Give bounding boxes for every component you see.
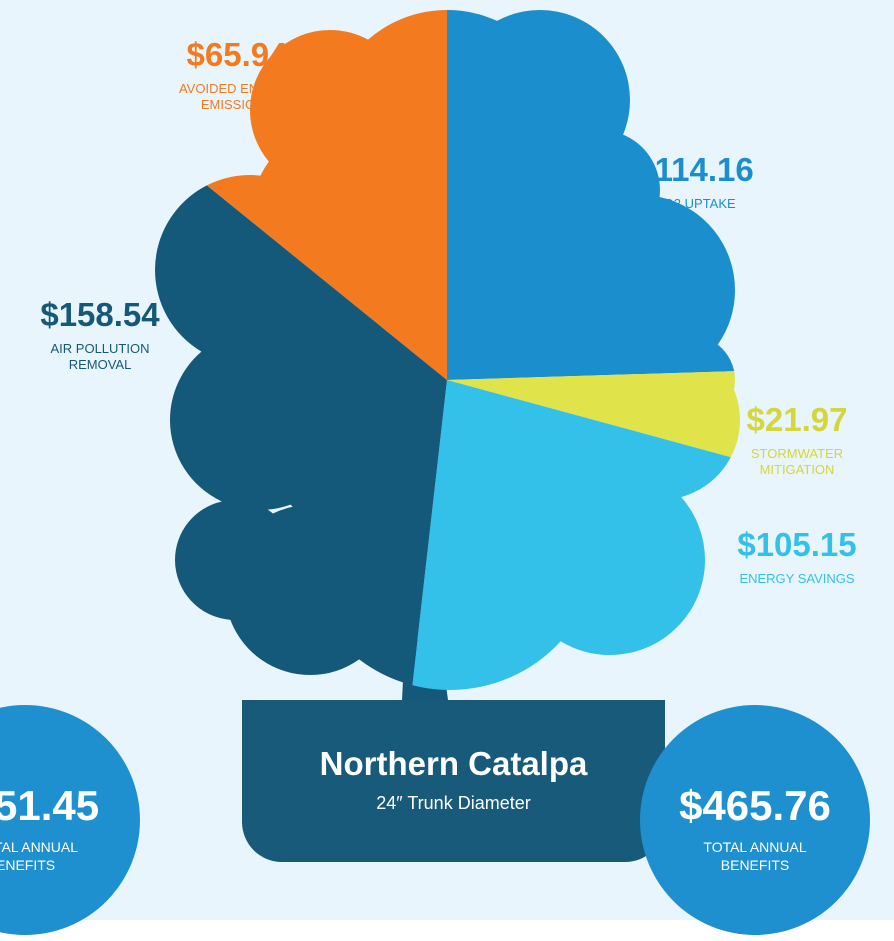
slice-category: AVOIDED ENERGY EMISSIONS	[178, 81, 296, 112]
slice-value: $158.54	[40, 296, 160, 333]
previous-value: 51.45	[0, 782, 100, 829]
name-box-top	[242, 700, 665, 750]
slice-label: $21.97 STORMWATER MITIGATION	[742, 400, 852, 478]
slice-category: CO2 UPTAKE	[654, 196, 736, 211]
previous-card: 51.45 TAL ANNUAL ENEFITS	[0, 782, 99, 874]
slice-category: STORMWATER MITIGATION	[750, 446, 844, 477]
slice-label: $105.15 ENERGY SAVINGS	[722, 525, 872, 587]
previous-label: TAL ANNUAL	[0, 839, 79, 855]
slice-value: $114.16	[636, 151, 754, 188]
total-label: TOTAL ANNUAL BENEFITS	[703, 839, 807, 873]
slice-label: $65.94 AVOIDED ENERGY EMISSIONS	[162, 35, 312, 113]
slice-value: $65.94	[186, 36, 288, 73]
tree-card: Northern Catalpa 24″ Trunk Diameter	[242, 745, 665, 814]
tree-name: Northern Catalpa	[319, 745, 588, 782]
pie-slice	[447, 367, 740, 491]
total-circle	[640, 705, 870, 935]
slice-value: $21.97	[746, 401, 848, 438]
previous-label: ENEFITS	[0, 857, 56, 873]
previous-circle	[0, 705, 140, 935]
pie	[155, 10, 740, 690]
total-card: $465.76 TOTAL ANNUAL BENEFITS	[660, 782, 850, 874]
slice-category: AIR POLLUTION REMOVAL	[50, 341, 150, 372]
slice-label: $114.16 CO2 UPTAKE	[615, 150, 775, 212]
footer-strip	[0, 920, 894, 941]
slice-value: $105.15	[737, 526, 857, 563]
trunk-diameter: 24″ Trunk Diameter	[376, 793, 531, 813]
pie-slice	[155, 115, 447, 690]
slice-category: ENERGY SAVINGS	[739, 571, 855, 586]
total-value: $465.76	[679, 782, 831, 829]
slice-label: $158.54 AIR POLLUTION REMOVAL	[25, 295, 175, 373]
